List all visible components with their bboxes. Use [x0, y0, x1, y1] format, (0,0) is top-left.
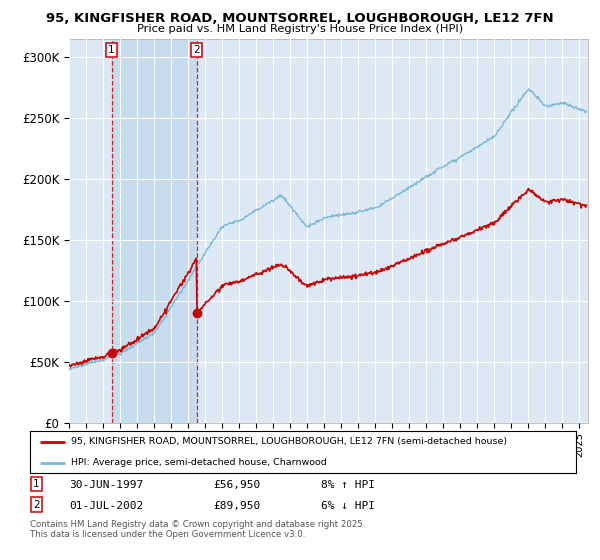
Text: 95, KINGFISHER ROAD, MOUNTSORREL, LOUGHBOROUGH, LE12 7FN: 95, KINGFISHER ROAD, MOUNTSORREL, LOUGHB… [46, 12, 554, 25]
Bar [112, 39, 197, 423]
Text: £56,950: £56,950 [213, 480, 260, 491]
Text: Contains HM Land Registry data © Crown copyright and database right 2025.
This d: Contains HM Land Registry data © Crown c… [30, 520, 365, 539]
Text: 8% ↑ HPI: 8% ↑ HPI [321, 480, 375, 491]
Text: HPI: Average price, semi-detached house, Charnwood: HPI: Average price, semi-detached house,… [71, 458, 326, 467]
Text: 1: 1 [108, 45, 115, 55]
Text: 30-JUN-1997: 30-JUN-1997 [69, 480, 143, 491]
Text: 95, KINGFISHER ROAD, MOUNTSORREL, LOUGHBOROUGH, LE12 7FN (semi-detached house): 95, KINGFISHER ROAD, MOUNTSORREL, LOUGHB… [71, 437, 507, 446]
Text: 2: 2 [193, 45, 200, 55]
Text: 6% ↓ HPI: 6% ↓ HPI [321, 501, 375, 511]
Text: 1: 1 [33, 479, 40, 489]
Text: Price paid vs. HM Land Registry's House Price Index (HPI): Price paid vs. HM Land Registry's House … [137, 24, 463, 34]
Text: 2: 2 [33, 500, 40, 510]
Text: £89,950: £89,950 [213, 501, 260, 511]
Text: 01-JUL-2002: 01-JUL-2002 [69, 501, 143, 511]
